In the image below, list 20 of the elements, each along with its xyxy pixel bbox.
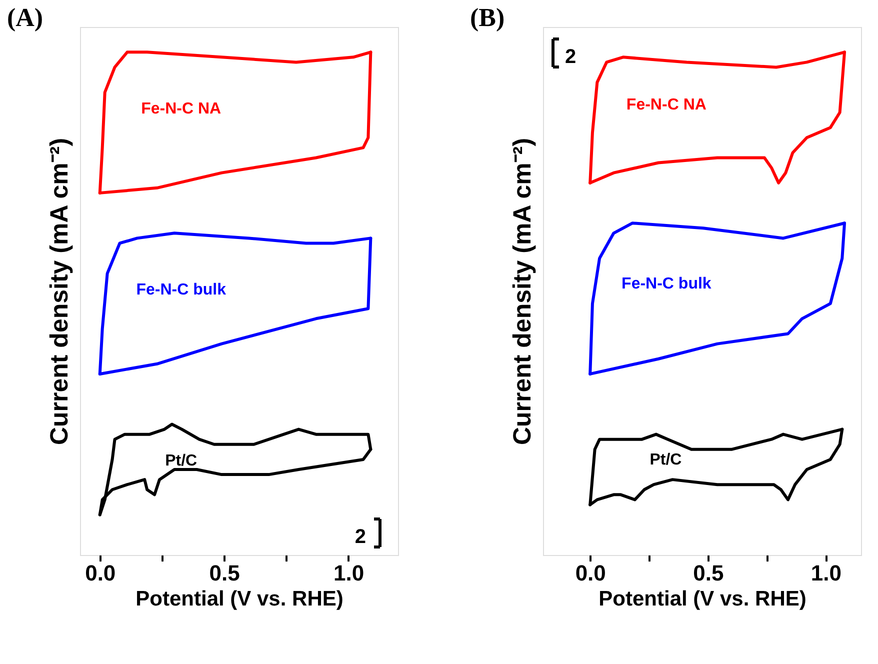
x-tick-label: 0.0 xyxy=(575,560,606,586)
x-axis-title: Potential (V vs. RHE) xyxy=(136,588,344,610)
series-label: Fe-N-C bulk xyxy=(136,281,226,298)
series-label: Pt/C xyxy=(650,451,682,468)
series-label: Fe-N-C NA xyxy=(626,96,707,114)
x-tick-label: 1.0 xyxy=(810,560,842,586)
x-tick-label: 0.0 xyxy=(85,560,116,586)
chart-title: (A) xyxy=(7,3,44,32)
annotation: 2 xyxy=(354,526,366,548)
series-label: Pt/C xyxy=(165,452,198,470)
chart-title: (B) xyxy=(470,3,505,32)
annotation: 2 xyxy=(565,46,576,68)
x-axis-title: Potential (V vs. RHE) xyxy=(598,588,806,610)
y-axis-title: Current density (mA cm⁻²) xyxy=(46,138,74,446)
series-label: Fe-N-C bulk xyxy=(622,275,712,292)
x-tick-label: 1.0 xyxy=(334,560,364,586)
x-tick-label: 0.5 xyxy=(209,560,240,586)
x-tick-label: 0.5 xyxy=(693,560,724,586)
text: Fe-N-C NA xyxy=(141,100,222,118)
y-axis-title: Current density (mA cm⁻²) xyxy=(508,138,536,446)
